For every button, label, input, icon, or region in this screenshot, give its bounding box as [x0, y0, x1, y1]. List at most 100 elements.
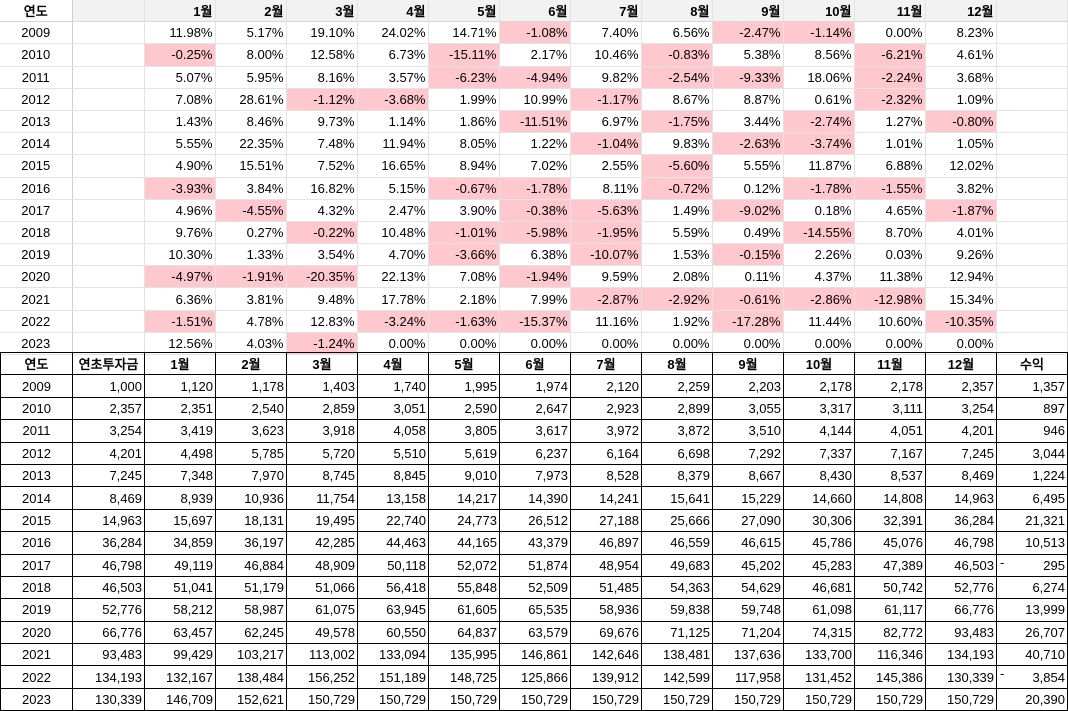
balance-cell[interactable]: 15,229	[712, 486, 784, 510]
balance-cell[interactable]: 18,131	[215, 508, 287, 533]
balance-cell[interactable]: 8,667	[712, 463, 784, 488]
profit-cell[interactable]: - 3,854	[996, 665, 1068, 689]
balance-cell[interactable]: 151,189	[357, 665, 429, 689]
return-cell[interactable]: 8.11%	[570, 177, 642, 200]
empty-cell[interactable]	[72, 110, 145, 134]
balance-cell[interactable]: 62,245	[215, 620, 287, 645]
return-cell[interactable]: 7.02%	[499, 154, 571, 178]
return-cell[interactable]: -1.78%	[783, 177, 855, 200]
empty-cell[interactable]	[72, 154, 145, 178]
balance-cell[interactable]: 15,641	[641, 486, 713, 510]
return-cell[interactable]: 7.52%	[286, 154, 358, 178]
balance-cell[interactable]: 14,660	[783, 486, 855, 510]
balance-cell[interactable]: 8,430	[783, 463, 855, 488]
return-cell[interactable]: -4.94%	[499, 66, 571, 89]
balance-cell[interactable]: 2,259	[641, 374, 713, 398]
balance-cell[interactable]: 4,144	[783, 419, 855, 443]
balance-cell[interactable]: 142,599	[641, 665, 713, 689]
balance-cell[interactable]: 2,923	[570, 396, 642, 421]
return-cell[interactable]: 2.18%	[428, 287, 500, 311]
balance-cell[interactable]: 142,646	[570, 643, 642, 667]
balance-cell[interactable]: 117,958	[712, 665, 784, 689]
return-cell[interactable]: -1.12%	[286, 88, 358, 111]
start-investment-cell[interactable]: 14,963	[72, 508, 145, 533]
return-cell[interactable]: 5.55%	[712, 154, 784, 178]
month-header-cell[interactable]: 1월	[144, 0, 216, 23]
return-cell[interactable]: -2.74%	[783, 110, 855, 134]
return-cell[interactable]: 8.67%	[641, 88, 713, 111]
balance-cell[interactable]: 25,666	[641, 508, 713, 533]
profit-cell[interactable]: 40,710	[996, 643, 1068, 667]
balance-cell[interactable]: 7,292	[712, 441, 784, 465]
return-cell[interactable]: -2.86%	[783, 287, 855, 311]
profit-cell[interactable]: 26,707	[996, 620, 1068, 645]
year-cell[interactable]: 2016	[0, 177, 73, 200]
balance-cell[interactable]: 59,748	[712, 598, 784, 622]
return-cell[interactable]: 6.73%	[357, 43, 429, 67]
empty-cell[interactable]	[72, 177, 145, 200]
year-cell[interactable]: 2012	[0, 441, 73, 465]
balance-cell[interactable]: 156,252	[286, 665, 358, 689]
balance-cell[interactable]: 71,204	[712, 620, 784, 645]
return-cell[interactable]: 0.00%	[499, 332, 571, 356]
empty-cell[interactable]	[72, 88, 145, 111]
year-cell[interactable]: 2015	[0, 508, 73, 533]
return-cell[interactable]: 5.17%	[215, 21, 287, 45]
start-investment-cell[interactable]: 66,776	[72, 620, 145, 645]
return-cell[interactable]: -1.95%	[570, 221, 642, 245]
return-cell[interactable]: -0.15%	[712, 243, 784, 267]
balance-cell[interactable]: 63,945	[357, 598, 429, 622]
empty-cell[interactable]	[72, 310, 145, 333]
balance-cell[interactable]: 113,002	[286, 643, 358, 667]
return-cell[interactable]: -9.33%	[712, 66, 784, 89]
return-cell[interactable]: -15.37%	[499, 310, 571, 333]
balance-cell[interactable]: 59,838	[641, 598, 713, 622]
return-cell[interactable]: 5.55%	[144, 132, 216, 156]
month-header-cell[interactable]: 4월	[357, 0, 429, 23]
return-cell[interactable]: 10.48%	[357, 221, 429, 245]
balance-cell[interactable]: 46,681	[783, 575, 855, 600]
return-cell[interactable]: 7.99%	[499, 287, 571, 311]
month-header-cell[interactable]: 5월	[428, 0, 500, 23]
balance-cell[interactable]: 52,072	[428, 553, 500, 577]
empty-cell[interactable]	[996, 310, 1068, 333]
balance-cell[interactable]: 138,481	[641, 643, 713, 667]
empty-cell[interactable]	[996, 66, 1068, 89]
month-header-cell[interactable]: 10월	[783, 0, 855, 23]
return-cell[interactable]: -1.04%	[570, 132, 642, 156]
year-cell[interactable]: 2017	[0, 553, 73, 577]
balance-cell[interactable]: 46,615	[712, 531, 784, 555]
balance-cell[interactable]: 14,390	[499, 486, 571, 510]
balance-cell[interactable]: 2,120	[570, 374, 642, 398]
return-cell[interactable]: -0.22%	[286, 221, 358, 245]
balance-cell[interactable]: 46,897	[570, 531, 642, 555]
return-cell[interactable]: 10.46%	[570, 43, 642, 67]
return-cell[interactable]: -3.24%	[357, 310, 429, 333]
year-cell[interactable]: 2015	[0, 154, 73, 178]
balance-cell[interactable]: 48,954	[570, 553, 642, 577]
balance-cell[interactable]: 138,484	[215, 665, 287, 689]
return-cell[interactable]: 8.46%	[215, 110, 287, 134]
return-cell[interactable]: 8.16%	[286, 66, 358, 89]
return-cell[interactable]: 5.07%	[144, 66, 216, 89]
return-cell[interactable]: 4.96%	[144, 199, 216, 222]
return-cell[interactable]: 4.70%	[357, 243, 429, 267]
return-cell[interactable]: 2.55%	[570, 154, 642, 178]
year-cell[interactable]: 2010	[0, 396, 73, 421]
empty-cell[interactable]	[996, 132, 1068, 156]
balance-cell[interactable]: 63,457	[144, 620, 216, 645]
month-header-cell[interactable]: 8월	[641, 0, 713, 23]
balance-cell[interactable]: 47,389	[854, 553, 926, 577]
empty-cell[interactable]	[996, 110, 1068, 134]
return-cell[interactable]: 6.88%	[854, 154, 926, 178]
return-cell[interactable]: 6.36%	[144, 287, 216, 311]
return-cell[interactable]: 9.59%	[570, 265, 642, 289]
balance-cell[interactable]: 1,403	[286, 374, 358, 398]
return-cell[interactable]: 2.08%	[641, 265, 713, 289]
empty-cell[interactable]	[996, 154, 1068, 178]
empty-cell[interactable]	[996, 332, 1068, 356]
balance-cell[interactable]: 49,119	[144, 553, 216, 577]
profit-cell[interactable]: 6,274	[996, 575, 1068, 600]
return-cell[interactable]: 7.48%	[286, 132, 358, 156]
return-cell[interactable]: 7.08%	[144, 88, 216, 111]
